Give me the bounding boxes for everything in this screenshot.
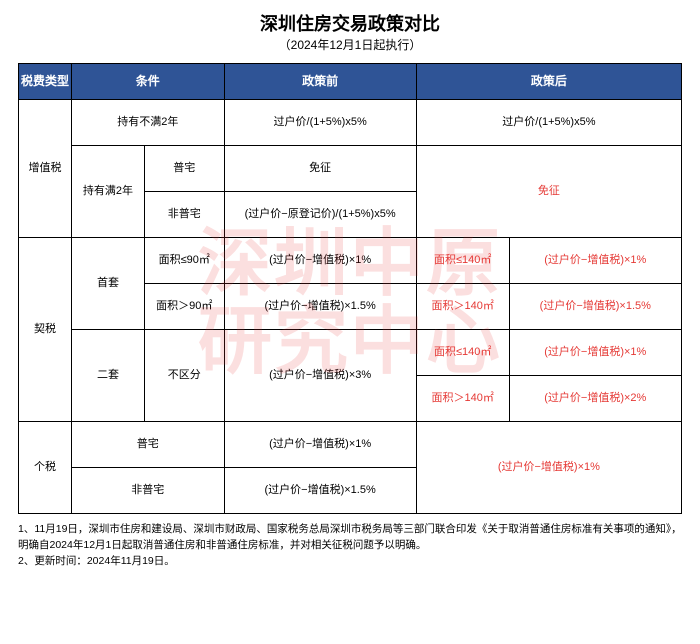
table-header-row: 税费类型 条件 政策前 政策后 <box>19 64 682 100</box>
cell-highlight: 面积≤140㎡ <box>416 330 509 376</box>
table-row: 持有满2年 普宅 免征 免征 <box>19 146 682 192</box>
cell: (过户价−增值税)×1% <box>224 422 416 468</box>
cell: (过户价−原登记价)/(1+5%)x5% <box>224 192 416 238</box>
cell-highlight: (过户价−增值税)×1.5% <box>509 284 681 330</box>
cell: (过户价−增值税)×1.5% <box>224 468 416 514</box>
cell: 持有满2年 <box>72 146 145 238</box>
cell: 持有不满2年 <box>72 100 224 146</box>
cell-highlight: 面积＞140㎡ <box>416 284 509 330</box>
th-condition: 条件 <box>72 64 224 100</box>
cell-highlight: 面积＞140㎡ <box>416 376 509 422</box>
cell: 非普宅 <box>72 468 224 514</box>
footnote-item: 1、11月19日，深圳市住房和建设局、深圳市财政局、国家税务总局深圳市税务局等三… <box>18 522 682 554</box>
footnote-item: 2、更新时间：2024年11月19日。 <box>18 554 682 570</box>
cell: (过户价−增值税)×1% <box>224 238 416 284</box>
cell: 面积≤90㎡ <box>144 238 224 284</box>
policy-table: 税费类型 条件 政策前 政策后 增值税 持有不满2年 过户价/(1+5%)x5%… <box>18 63 682 514</box>
cell: 不区分 <box>144 330 224 422</box>
table-row: 增值税 持有不满2年 过户价/(1+5%)x5% 过户价/(1+5%)x5% <box>19 100 682 146</box>
cell: 普宅 <box>144 146 224 192</box>
cell: 过户价/(1+5%)x5% <box>224 100 416 146</box>
th-after: 政策后 <box>416 64 681 100</box>
cell: 过户价/(1+5%)x5% <box>416 100 681 146</box>
cell: 首套 <box>72 238 145 330</box>
tax-label-vat: 增值税 <box>19 100 72 238</box>
cell: 免征 <box>224 146 416 192</box>
cell: (过户价−增值税)×1.5% <box>224 284 416 330</box>
tax-label-deed: 契税 <box>19 238 72 422</box>
cell: 面积＞90㎡ <box>144 284 224 330</box>
th-before: 政策前 <box>224 64 416 100</box>
cell: 二套 <box>72 330 145 422</box>
table-row: 二套 不区分 (过户价−增值税)×3% 面积≤140㎡ (过户价−增值税)×1% <box>19 330 682 376</box>
tax-label-income: 个税 <box>19 422 72 514</box>
cell: (过户价−增值税)×3% <box>224 330 416 422</box>
table-row: 个税 普宅 (过户价−增值税)×1% (过户价−增值税)×1% <box>19 422 682 468</box>
cell: 普宅 <box>72 422 224 468</box>
cell-highlight: 面积≤140㎡ <box>416 238 509 284</box>
cell-highlight: (过户价−增值税)×2% <box>509 376 681 422</box>
cell-highlight: (过户价−增值税)×1% <box>509 238 681 284</box>
th-tax-type: 税费类型 <box>19 64 72 100</box>
footnotes: 1、11月19日，深圳市住房和建设局、深圳市财政局、国家税务总局深圳市税务局等三… <box>18 522 682 569</box>
page-title: 深圳住房交易政策对比 <box>18 10 682 36</box>
cell-highlight: (过户价−增值税)×1% <box>509 330 681 376</box>
cell-highlight: (过户价−增值税)×1% <box>416 422 681 514</box>
table-row: 契税 首套 面积≤90㎡ (过户价−增值税)×1% 面积≤140㎡ (过户价−增… <box>19 238 682 284</box>
cell: 非普宅 <box>144 192 224 238</box>
cell-highlight: 免征 <box>416 146 681 238</box>
page-subtitle: （2024年12月1日起执行） <box>18 36 682 53</box>
